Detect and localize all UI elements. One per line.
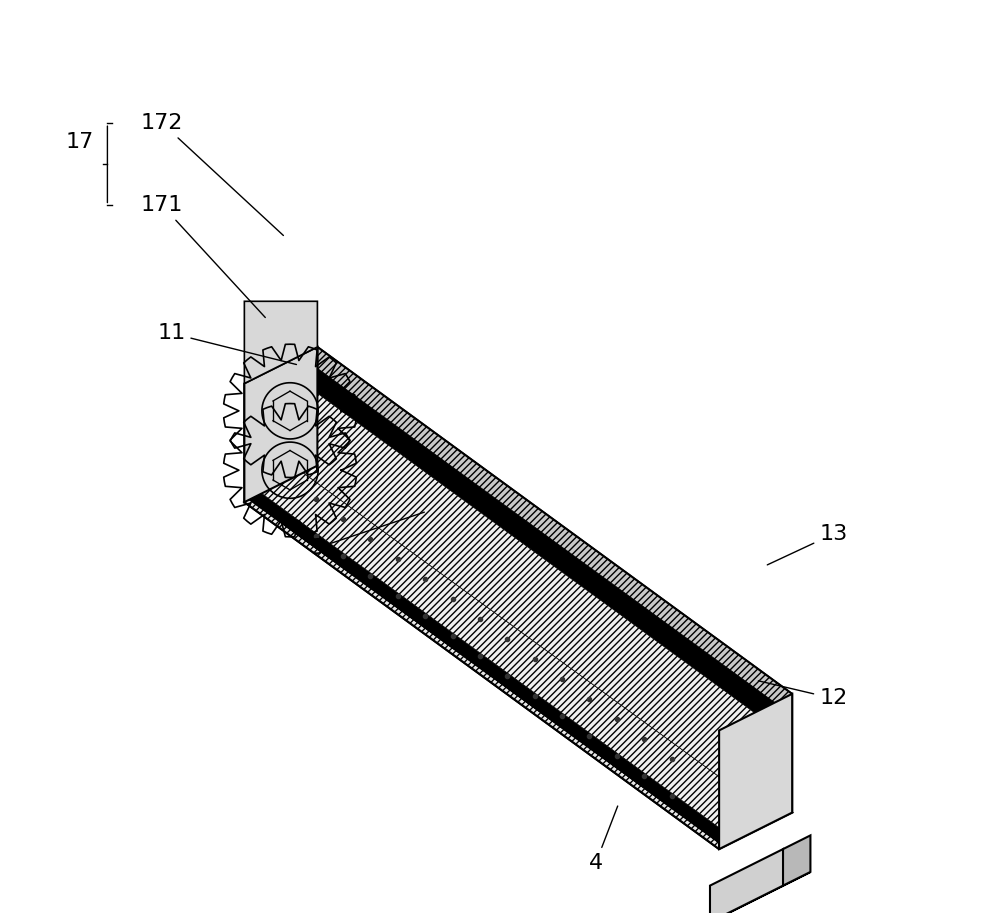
Text: 171: 171 — [141, 195, 265, 318]
Polygon shape — [244, 347, 792, 730]
Text: 13: 13 — [767, 524, 847, 565]
Polygon shape — [710, 872, 810, 913]
Polygon shape — [244, 404, 719, 777]
Text: 11: 11 — [157, 323, 296, 364]
Polygon shape — [244, 394, 792, 777]
Text: 172: 172 — [141, 113, 283, 236]
Polygon shape — [244, 460, 792, 844]
Polygon shape — [719, 694, 792, 849]
Polygon shape — [783, 835, 810, 886]
Polygon shape — [244, 446, 719, 828]
Polygon shape — [244, 347, 317, 502]
Polygon shape — [244, 390, 719, 751]
Polygon shape — [244, 383, 719, 849]
Polygon shape — [710, 849, 783, 913]
Polygon shape — [244, 430, 719, 792]
Polygon shape — [317, 347, 792, 813]
Polygon shape — [244, 445, 792, 828]
Text: 3: 3 — [310, 512, 424, 558]
Polygon shape — [244, 301, 317, 383]
Text: 17: 17 — [66, 131, 94, 152]
Polygon shape — [244, 409, 792, 792]
Text: 4: 4 — [589, 806, 618, 873]
Text: 12: 12 — [758, 681, 847, 708]
Polygon shape — [244, 481, 719, 844]
Polygon shape — [244, 368, 792, 751]
Polygon shape — [244, 466, 792, 849]
